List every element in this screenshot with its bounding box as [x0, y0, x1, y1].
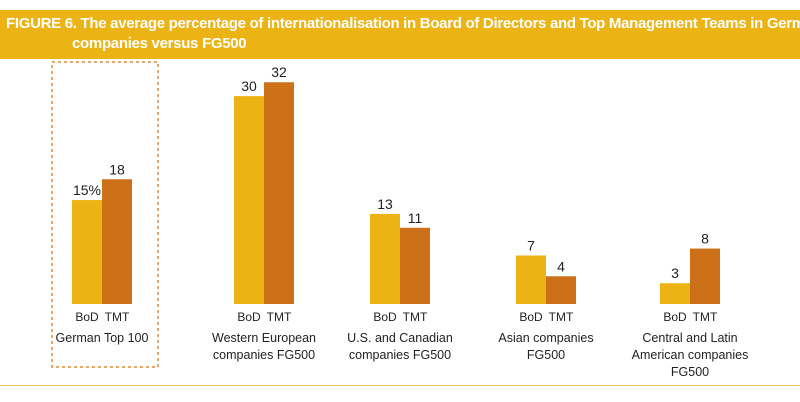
- group-label: U.S. and Canadian: [347, 331, 453, 345]
- group-label: FG500: [671, 365, 709, 379]
- series-tick-label: TMT: [693, 310, 718, 324]
- bar-bod: [660, 283, 690, 304]
- figure-header: FIGURE 6. The average percentage of inte…: [0, 10, 800, 59]
- bar-bod: [72, 200, 102, 304]
- series-tick-label: BoD: [237, 310, 261, 324]
- data-label: 30: [241, 78, 257, 94]
- bottom-divider: [0, 385, 800, 386]
- data-label: 15%: [73, 182, 101, 198]
- bar-bod: [516, 255, 546, 304]
- series-tick-label: BoD: [663, 310, 687, 324]
- group-label: German Top 100: [56, 331, 149, 345]
- series-tick-label: BoD: [75, 310, 99, 324]
- series-tick-label: TMT: [267, 310, 292, 324]
- bar-bod: [370, 213, 400, 304]
- data-label: 4: [557, 258, 565, 274]
- series-tick-label: BoD: [373, 310, 397, 324]
- group-label: Central and Latin: [642, 331, 737, 345]
- series-tick-label: TMT: [549, 310, 574, 324]
- series-tick-label: TMT: [105, 310, 130, 324]
- group-label: Western European: [212, 331, 316, 345]
- group-label: companies FG500: [213, 348, 315, 362]
- group-label: companies FG500: [349, 348, 451, 362]
- figure-label: FIGURE 6.: [6, 15, 77, 32]
- data-label: 13: [377, 196, 393, 212]
- data-label: 18: [109, 161, 125, 177]
- bar-tmt: [400, 227, 430, 304]
- series-tick-label: TMT: [403, 310, 428, 324]
- data-label: 11: [408, 210, 423, 226]
- figure-title-line2: companies versus FG500: [72, 35, 247, 52]
- data-label: 8: [701, 231, 709, 247]
- data-label: 3: [671, 265, 679, 281]
- bar-tmt: [102, 179, 132, 304]
- figure-title-line1: The average percentage of internationali…: [80, 15, 800, 32]
- group-label: American companies: [632, 348, 749, 362]
- bar-bod: [234, 96, 264, 304]
- data-label: 32: [271, 64, 287, 80]
- highlight-box: [51, 61, 159, 368]
- data-label: 7: [527, 237, 535, 253]
- group-label: FG500: [527, 348, 565, 362]
- bar-tmt: [264, 82, 294, 305]
- group-label: Asian companies: [498, 331, 593, 345]
- bar-tmt: [690, 248, 720, 304]
- bar-tmt: [546, 276, 576, 304]
- series-tick-label: BoD: [519, 310, 543, 324]
